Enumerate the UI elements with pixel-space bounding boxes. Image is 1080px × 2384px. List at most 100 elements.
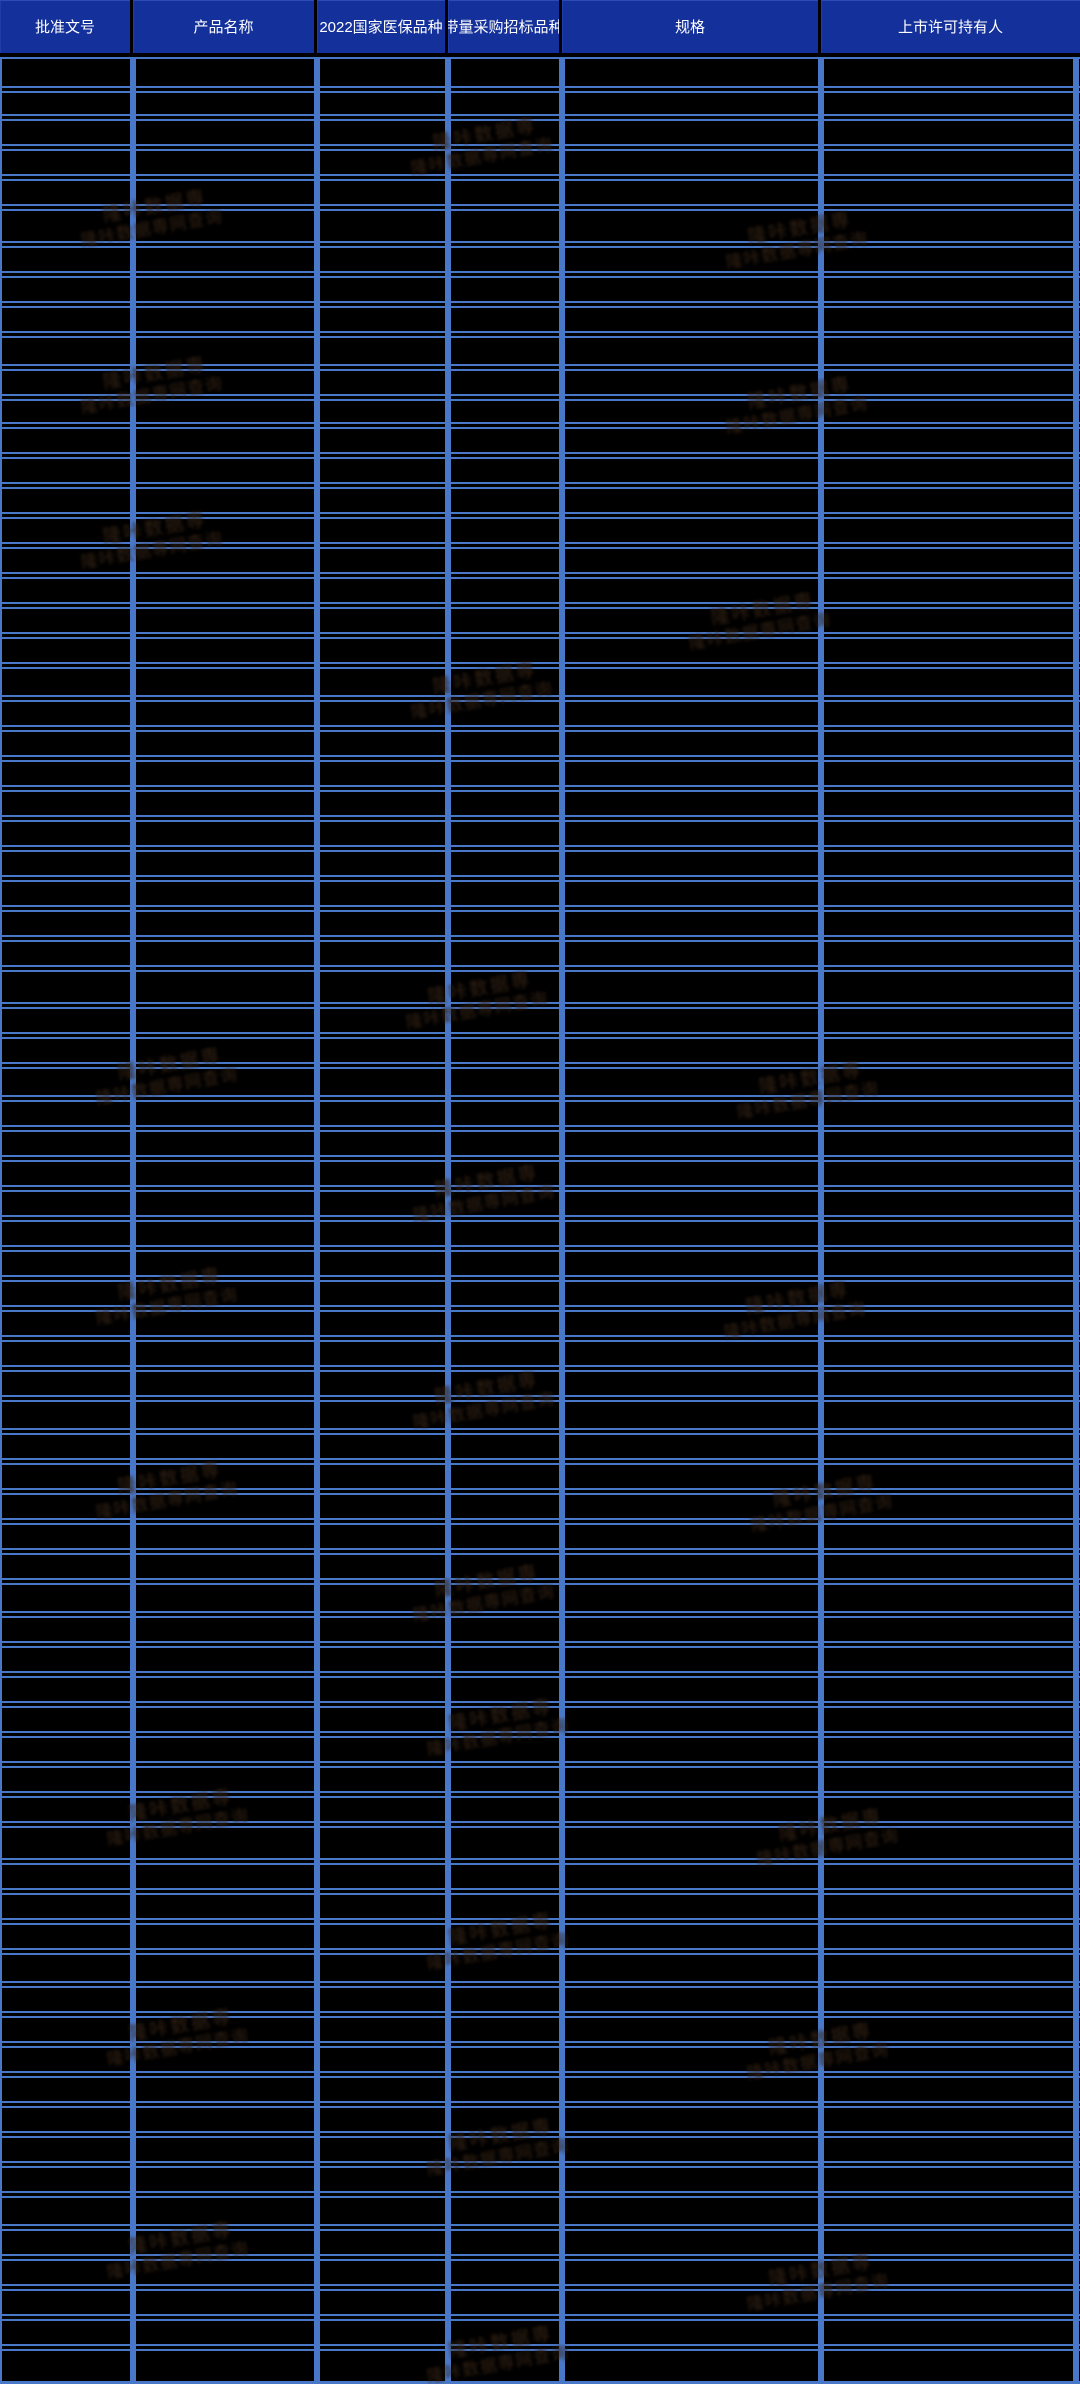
table-cell-2022-nrdl-variety [317,2198,448,2224]
table-cell-product-name [133,1039,317,1062]
table-cell-mah [821,549,1080,572]
table-cell-mah [821,2351,1080,2382]
table-cell-mah [821,609,1080,632]
table-cell-volume-procurement-variety [448,1798,562,1821]
table-cell-specification [562,1798,821,1821]
table-cell-approval-number [0,1768,133,1791]
table-cell-specification [562,181,821,204]
table-row [0,91,1080,116]
table-row [0,1130,1080,1157]
table-cell-product-name [133,1955,317,1981]
table-cell-2022-nrdl-variety [317,1988,448,2011]
table-cell-volume-procurement-variety [448,1708,562,1731]
table-cell-product-name [133,1162,317,1185]
table-cell-specification [562,1132,821,1155]
table-row [0,1160,1080,1187]
table-cell-product-name [133,1798,317,1821]
table-cell-volume-procurement-variety [448,429,562,452]
table-cell-2022-nrdl-variety [317,2018,448,2041]
table-cell-approval-number [0,1525,133,1548]
table-row [0,369,1080,396]
table-cell-2022-nrdl-variety [317,1738,448,1761]
table-cell-approval-number [0,1312,133,1335]
table-cell-mah [821,121,1080,144]
table-cell-specification [562,1768,821,1791]
table-cell-product-name [133,1192,317,1215]
table-cell-approval-number [0,459,133,482]
table-cell-approval-number [0,579,133,602]
table-cell-mah [821,1618,1080,1641]
table-cell-2022-nrdl-variety [317,1585,448,1611]
table-cell-2022-nrdl-variety [317,59,448,86]
table-row [0,940,1080,967]
table-cell-product-name [133,1768,317,1791]
table-cell-specification [562,579,821,602]
table-cell-2022-nrdl-variety [317,1192,448,1215]
table-cell-2022-nrdl-variety [317,732,448,755]
table-cell-volume-procurement-variety [448,1678,562,1701]
table-cell-2022-nrdl-variety [317,2138,448,2161]
table-cell-product-name [133,1252,317,1275]
table-cell-2022-nrdl-variety [317,1435,448,1458]
table-cell-volume-procurement-variety [448,248,562,271]
table-cell-2022-nrdl-variety [317,519,448,542]
table-row [0,2016,1080,2043]
table-cell-mah [821,1708,1080,1731]
table-cell-volume-procurement-variety [448,1955,562,1981]
table-cell-approval-number [0,2321,133,2344]
table-cell-approval-number [0,2231,133,2254]
table-cell-product-name [133,549,317,572]
table-cell-mah [821,1678,1080,1701]
table-cell-product-name [133,1525,317,1548]
table-cell-approval-number [0,371,133,394]
table-row [0,2166,1080,2193]
table-cell-specification [562,2321,821,2344]
table-body[interactable] [0,53,1080,2384]
table-cell-2022-nrdl-variety [317,1372,448,1395]
table-cell-volume-procurement-variety [448,1895,562,1918]
table-cell-product-name [133,1069,317,1095]
table-cell-approval-number [0,1555,133,1578]
table-cell-2022-nrdl-variety [317,121,448,144]
table-cell-volume-procurement-variety [448,579,562,602]
table-cell-2022-nrdl-variety [317,639,448,662]
table-cell-mah [821,1555,1080,1578]
table-cell-mah [821,882,1080,905]
table-cell-volume-procurement-variety [448,1402,562,1428]
table-cell-approval-number [0,762,133,785]
table-cell-specification [562,1252,821,1275]
table-cell-product-name [133,882,317,905]
table-row [0,1220,1080,1247]
table-row [0,1706,1080,1733]
table-cell-volume-procurement-variety [448,338,562,364]
table-cell-mah [821,1465,1080,1488]
table-row [0,667,1080,697]
table-row [0,1037,1080,1064]
table-cell-specification [562,371,821,394]
table-cell-product-name [133,912,317,935]
table-cell-approval-number [0,2291,133,2314]
table-cell-product-name [133,1708,317,1731]
table-cell-specification [562,2018,821,2041]
table-cell-product-name [133,1402,317,1428]
header-cell-specification: 规格 [562,0,821,53]
table-row [0,1646,1080,1673]
table-cell-2022-nrdl-variety [317,822,448,845]
table-cell-approval-number [0,549,133,572]
table-cell-mah [821,732,1080,755]
table-cell-volume-procurement-variety [448,2078,562,2101]
table-cell-2022-nrdl-variety [317,1495,448,1518]
table-cell-product-name [133,181,317,204]
table-cell-product-name [133,1865,317,1888]
table-cell-volume-procurement-variety [448,609,562,632]
table-cell-volume-procurement-variety [448,1525,562,1548]
table-cell-product-name [133,429,317,452]
table-cell-product-name [133,2018,317,2041]
table-cell-volume-procurement-variety [448,1618,562,1641]
table-row [0,820,1080,847]
table-cell-specification [562,211,821,241]
header-cell-approval-number: 批准文号 [0,0,133,53]
table-cell-approval-number [0,1828,133,1858]
table-cell-volume-procurement-variety [448,1372,562,1395]
table-cell-2022-nrdl-variety [317,579,448,602]
